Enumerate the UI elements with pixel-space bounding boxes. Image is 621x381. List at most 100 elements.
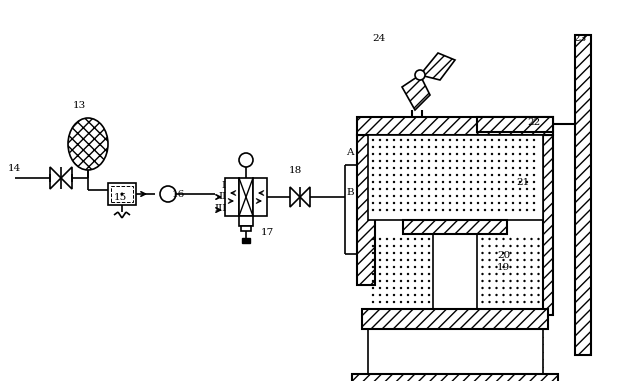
Circle shape bbox=[393, 273, 395, 275]
Circle shape bbox=[505, 188, 507, 190]
Circle shape bbox=[477, 209, 479, 211]
Circle shape bbox=[491, 146, 493, 148]
Circle shape bbox=[481, 273, 484, 275]
Circle shape bbox=[449, 174, 451, 176]
Text: I: I bbox=[221, 181, 225, 189]
Circle shape bbox=[449, 181, 451, 183]
Circle shape bbox=[414, 146, 416, 148]
Bar bbox=[241, 226, 251, 231]
Circle shape bbox=[530, 252, 533, 254]
Circle shape bbox=[470, 188, 472, 190]
Circle shape bbox=[470, 209, 472, 211]
Circle shape bbox=[400, 301, 402, 303]
Circle shape bbox=[421, 259, 423, 261]
Polygon shape bbox=[290, 187, 300, 207]
Circle shape bbox=[509, 245, 512, 247]
Circle shape bbox=[526, 188, 528, 190]
Circle shape bbox=[372, 273, 374, 275]
Circle shape bbox=[526, 195, 528, 197]
Circle shape bbox=[414, 245, 416, 247]
Circle shape bbox=[372, 301, 374, 303]
Circle shape bbox=[372, 160, 374, 162]
Circle shape bbox=[393, 174, 395, 176]
Circle shape bbox=[400, 287, 402, 289]
Bar bbox=[242, 238, 250, 243]
Circle shape bbox=[537, 245, 540, 247]
Circle shape bbox=[414, 202, 416, 204]
Circle shape bbox=[530, 238, 533, 240]
Circle shape bbox=[496, 238, 497, 240]
Circle shape bbox=[519, 146, 521, 148]
Circle shape bbox=[414, 174, 416, 176]
Circle shape bbox=[533, 188, 535, 190]
Circle shape bbox=[477, 160, 479, 162]
Circle shape bbox=[470, 153, 472, 155]
Circle shape bbox=[400, 146, 402, 148]
Circle shape bbox=[498, 167, 500, 169]
Circle shape bbox=[414, 259, 416, 261]
Circle shape bbox=[407, 209, 409, 211]
Circle shape bbox=[491, 153, 493, 155]
Circle shape bbox=[407, 188, 409, 190]
Circle shape bbox=[509, 259, 512, 261]
Circle shape bbox=[393, 266, 395, 268]
Circle shape bbox=[505, 202, 507, 204]
Circle shape bbox=[421, 209, 423, 211]
Circle shape bbox=[372, 280, 374, 282]
Circle shape bbox=[400, 167, 402, 169]
Circle shape bbox=[456, 195, 458, 197]
Circle shape bbox=[530, 287, 533, 289]
Circle shape bbox=[379, 139, 381, 141]
Circle shape bbox=[428, 188, 430, 190]
Circle shape bbox=[484, 202, 486, 204]
Circle shape bbox=[386, 146, 388, 148]
Circle shape bbox=[496, 259, 497, 261]
Circle shape bbox=[414, 167, 416, 169]
Circle shape bbox=[526, 139, 528, 141]
Circle shape bbox=[386, 245, 388, 247]
Circle shape bbox=[524, 280, 526, 282]
Circle shape bbox=[421, 139, 423, 141]
Circle shape bbox=[428, 146, 430, 148]
Circle shape bbox=[526, 209, 528, 211]
Circle shape bbox=[414, 160, 416, 162]
Circle shape bbox=[421, 160, 423, 162]
Circle shape bbox=[393, 294, 395, 296]
Circle shape bbox=[533, 153, 535, 155]
Circle shape bbox=[407, 252, 409, 254]
Circle shape bbox=[484, 167, 486, 169]
Circle shape bbox=[481, 280, 484, 282]
Circle shape bbox=[456, 167, 458, 169]
Circle shape bbox=[372, 245, 374, 247]
Circle shape bbox=[488, 294, 491, 296]
Circle shape bbox=[421, 174, 423, 176]
Circle shape bbox=[428, 153, 430, 155]
Circle shape bbox=[524, 238, 526, 240]
Circle shape bbox=[505, 209, 507, 211]
Circle shape bbox=[463, 209, 465, 211]
Circle shape bbox=[421, 188, 423, 190]
Circle shape bbox=[533, 174, 535, 176]
Circle shape bbox=[372, 252, 374, 254]
Circle shape bbox=[372, 238, 374, 240]
Text: 21: 21 bbox=[516, 178, 529, 187]
Circle shape bbox=[502, 238, 505, 240]
Circle shape bbox=[400, 153, 402, 155]
Circle shape bbox=[509, 287, 512, 289]
Circle shape bbox=[442, 209, 444, 211]
Circle shape bbox=[533, 202, 535, 204]
Circle shape bbox=[516, 280, 519, 282]
Circle shape bbox=[372, 259, 374, 261]
Circle shape bbox=[498, 160, 500, 162]
Circle shape bbox=[449, 202, 451, 204]
Circle shape bbox=[386, 139, 388, 141]
Circle shape bbox=[481, 238, 484, 240]
Circle shape bbox=[414, 294, 416, 296]
Circle shape bbox=[491, 139, 493, 141]
Circle shape bbox=[470, 174, 472, 176]
Circle shape bbox=[481, 294, 484, 296]
Circle shape bbox=[484, 146, 486, 148]
Circle shape bbox=[477, 202, 479, 204]
Bar bbox=[368, 135, 543, 220]
Circle shape bbox=[498, 139, 500, 141]
